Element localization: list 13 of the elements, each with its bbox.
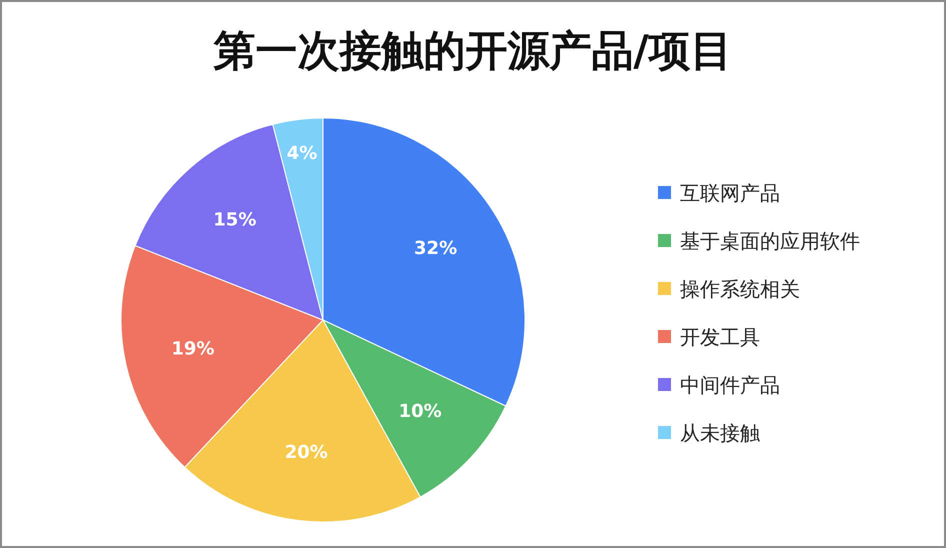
legend-label: 中间件产品: [680, 373, 780, 397]
legend-label: 操作系统相关: [680, 277, 800, 301]
legend-label: 从未接触: [680, 421, 760, 445]
legend-label: 互联网产品: [680, 181, 780, 205]
data-label: 32%: [414, 238, 458, 260]
data-label: 10%: [398, 400, 442, 422]
data-label: 20%: [284, 442, 328, 463]
data-label: 15%: [213, 209, 256, 230]
legend-label: 基于桌面的应用软件: [680, 229, 860, 253]
chart-title: 第一次接触的开源产品/项目: [212, 26, 733, 75]
legend-label: 开发工具: [680, 325, 760, 349]
data-label: 19%: [171, 338, 214, 360]
data-label: 4%: [286, 143, 318, 164]
